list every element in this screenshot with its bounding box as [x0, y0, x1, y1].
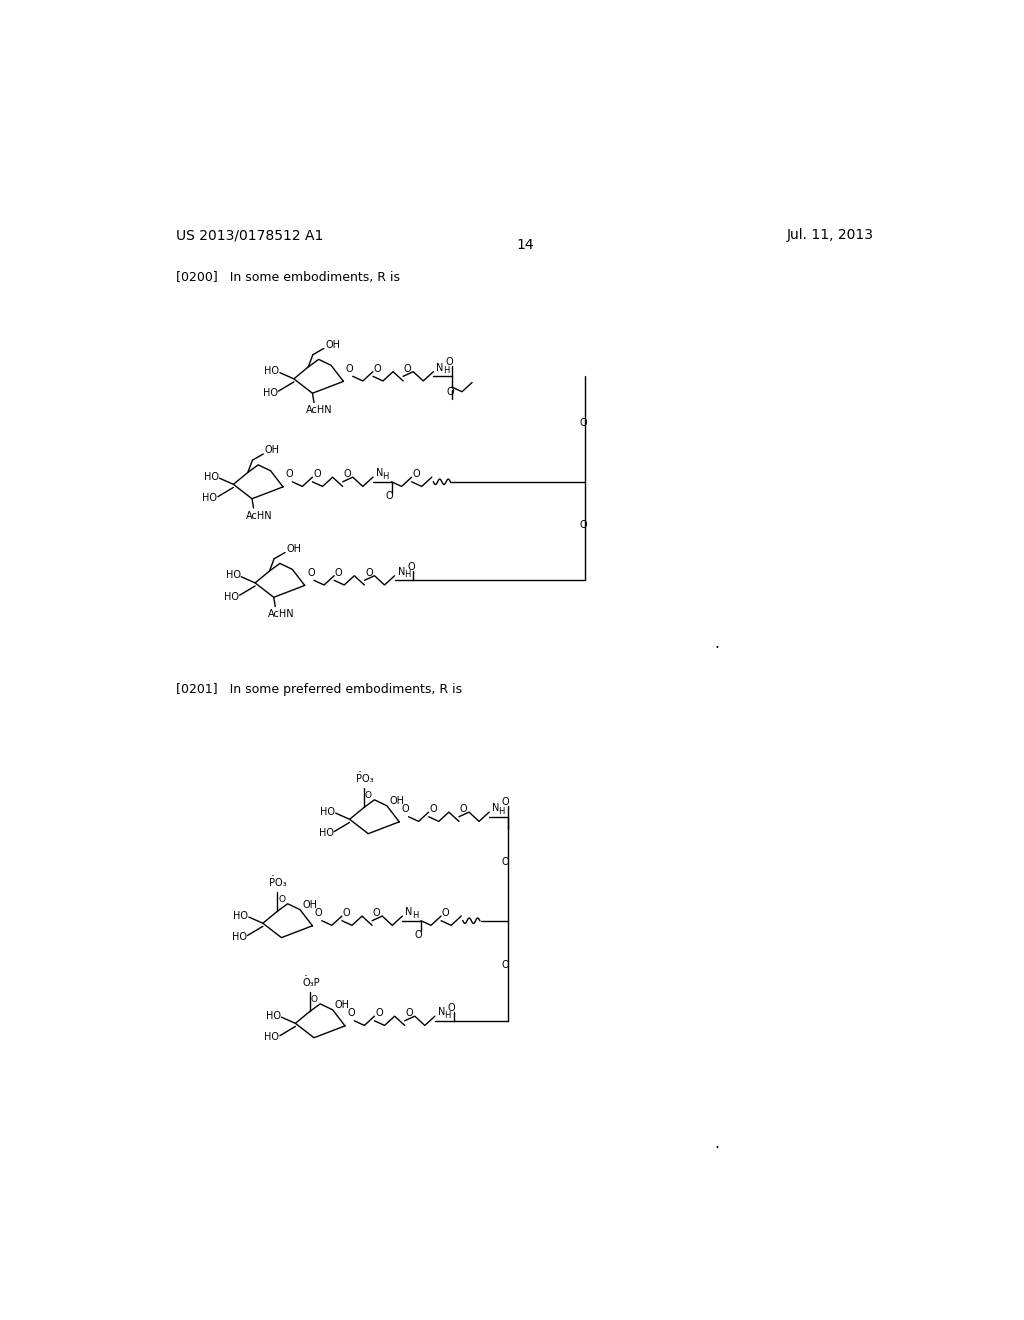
- Text: O: O: [502, 960, 509, 970]
- Text: H: H: [403, 570, 411, 579]
- Text: O: O: [406, 1008, 413, 1018]
- Text: HO: HO: [264, 1032, 280, 1043]
- Text: OH: OH: [326, 339, 340, 350]
- Text: HO: HO: [204, 471, 219, 482]
- Text: N: N: [436, 363, 443, 372]
- Text: O: O: [460, 804, 467, 814]
- Text: O: O: [374, 363, 381, 374]
- Text: ·: ·: [357, 767, 361, 779]
- Text: O: O: [313, 469, 321, 479]
- Text: O: O: [314, 908, 323, 917]
- Text: HO: HO: [233, 911, 249, 920]
- Text: O: O: [335, 568, 343, 578]
- Text: Jul. 11, 2013: Jul. 11, 2013: [786, 228, 873, 243]
- Text: N: N: [493, 804, 500, 813]
- Text: ·: ·: [303, 970, 307, 983]
- Text: H: H: [382, 473, 388, 480]
- Text: [0200]   In some embodiments, R is: [0200] In some embodiments, R is: [176, 271, 400, 284]
- Text: O: O: [502, 797, 509, 807]
- Text: HO: HO: [321, 807, 335, 817]
- Text: O: O: [401, 804, 410, 814]
- Text: O: O: [429, 804, 437, 814]
- Text: 14: 14: [516, 238, 534, 252]
- Text: HO: HO: [264, 366, 280, 376]
- Text: US 2013/0178512 A1: US 2013/0178512 A1: [176, 228, 324, 243]
- Text: HO: HO: [224, 591, 239, 602]
- Text: PO₃: PO₃: [356, 774, 374, 784]
- Text: O: O: [580, 520, 587, 529]
- Text: HO: HO: [263, 388, 278, 397]
- Text: O: O: [373, 908, 381, 917]
- Text: O: O: [347, 1008, 355, 1018]
- Text: O: O: [408, 562, 415, 573]
- Text: OH: OH: [389, 796, 404, 807]
- Text: AcHN: AcHN: [306, 405, 333, 416]
- Text: O: O: [365, 791, 372, 800]
- Text: HO: HO: [203, 494, 217, 503]
- Text: O: O: [413, 469, 420, 479]
- Text: O: O: [445, 356, 454, 367]
- Text: O: O: [343, 908, 350, 917]
- Text: O: O: [366, 568, 373, 578]
- Text: N: N: [438, 1007, 445, 1018]
- Text: AcHN: AcHN: [267, 610, 294, 619]
- Text: O: O: [307, 568, 314, 578]
- Text: O: O: [346, 363, 353, 374]
- Text: [0201]   In some preferred embodiments, R is: [0201] In some preferred embodiments, R …: [176, 684, 462, 696]
- Text: O: O: [310, 995, 317, 1003]
- Text: N: N: [406, 907, 413, 917]
- Text: HO: HO: [318, 828, 334, 838]
- Text: O: O: [446, 387, 455, 397]
- Text: O: O: [580, 417, 587, 428]
- Text: ·: ·: [271, 870, 275, 883]
- Text: OH: OH: [335, 1001, 350, 1010]
- Text: O: O: [385, 491, 393, 500]
- Text: H: H: [444, 1011, 451, 1020]
- Text: PO₃: PO₃: [269, 878, 287, 888]
- Text: O: O: [286, 469, 293, 479]
- Text: H: H: [499, 807, 505, 816]
- Text: HO: HO: [225, 570, 241, 581]
- Text: .: .: [715, 636, 720, 651]
- Text: H: H: [442, 367, 450, 375]
- Text: OH: OH: [287, 544, 301, 553]
- Text: .: .: [715, 1137, 720, 1151]
- Text: OH: OH: [265, 445, 280, 455]
- Text: N: N: [397, 566, 406, 577]
- Text: O: O: [502, 857, 509, 867]
- Text: OH: OH: [302, 900, 317, 909]
- Text: O: O: [403, 363, 412, 374]
- Text: O: O: [343, 469, 351, 479]
- Text: N: N: [376, 469, 383, 478]
- Text: HO: HO: [266, 1011, 281, 1020]
- Text: H: H: [412, 911, 418, 920]
- Text: O: O: [278, 895, 285, 904]
- Text: O: O: [375, 1008, 383, 1018]
- Text: O₃P: O₃P: [302, 978, 319, 987]
- Text: O: O: [447, 1003, 455, 1012]
- Text: O: O: [442, 908, 450, 917]
- Text: HO: HO: [231, 932, 247, 942]
- Text: AcHN: AcHN: [246, 511, 272, 520]
- Text: O: O: [415, 929, 423, 940]
